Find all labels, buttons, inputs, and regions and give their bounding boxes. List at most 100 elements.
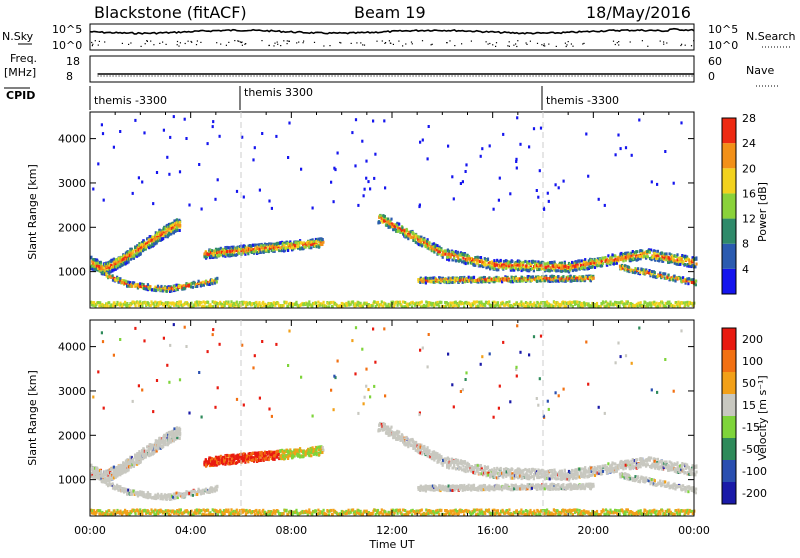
power-cell: [226, 250, 228, 253]
power-cell: [315, 302, 317, 305]
nsearch-point: [277, 42, 278, 43]
nsearch-point: [150, 41, 151, 42]
power-cell: [637, 267, 639, 270]
velocity-cell: [220, 455, 222, 458]
velocity-cell: [128, 469, 130, 472]
power-cell: [448, 259, 450, 262]
power-cell: [672, 279, 674, 282]
nsearch-point: [526, 42, 527, 43]
power-cell: [661, 275, 663, 278]
power-cell: [141, 305, 143, 308]
nsearch-point: [283, 40, 284, 41]
power-cell: [591, 265, 593, 268]
nsearch-point: [273, 45, 274, 46]
power-cell: [179, 170, 181, 173]
power-cell: [596, 259, 598, 262]
power-cell: [557, 269, 559, 272]
power-cell: [460, 182, 462, 185]
nsearch-point: [618, 44, 619, 45]
nsearch-point: [393, 44, 394, 45]
power-cell: [252, 158, 254, 161]
power-cell: [515, 158, 517, 161]
nsearch-tick-high: 10^5: [708, 23, 738, 36]
power-cell: [447, 145, 449, 148]
power-cell: [219, 135, 221, 138]
nsearch-point: [411, 42, 412, 43]
power-cell: [438, 305, 440, 308]
power-cell: [674, 280, 676, 283]
velocity-cell: [254, 452, 256, 455]
nsearch-point: [412, 43, 413, 44]
power-cell: [410, 236, 412, 239]
nsearch-point: [517, 40, 518, 41]
power-cell: [547, 192, 549, 195]
velocity-cell: [105, 473, 107, 476]
power-cell: [316, 245, 318, 248]
power-cell: [533, 127, 535, 130]
velocity-cell: [179, 429, 181, 432]
power-cell: [152, 202, 154, 205]
power-cell: [401, 226, 403, 229]
nsearch-point: [544, 43, 545, 44]
power-cell: [203, 284, 205, 287]
power-cell: [105, 272, 107, 275]
power-cell: [192, 286, 194, 289]
power-cell: [134, 119, 136, 122]
power-cell: [294, 244, 296, 247]
nsearch-point: [104, 41, 105, 42]
nsearch-point: [663, 41, 664, 42]
nsearch-point: [660, 41, 661, 42]
power-cell: [680, 277, 682, 280]
power-cell: [256, 247, 258, 250]
power-cell: [639, 255, 641, 258]
velocity-cell: [297, 453, 299, 456]
power-cell: [563, 180, 565, 183]
power-cell: [377, 301, 379, 304]
power-cell: [184, 118, 186, 121]
power-cell: [436, 244, 438, 247]
power-cell: [576, 260, 578, 263]
power-cell: [180, 300, 182, 303]
power-cell: [634, 271, 636, 274]
power-cell: [511, 260, 513, 263]
power-cell: [168, 173, 170, 176]
nsky-trace: [90, 29, 694, 47]
power-cell: [455, 259, 457, 262]
nsearch-point: [128, 44, 129, 45]
power-cell: [275, 135, 277, 138]
nsearch-point: [449, 40, 450, 41]
power-cell: [415, 241, 417, 244]
power-cell: [654, 252, 656, 255]
velocity-cell: [255, 458, 257, 461]
power-cell: [428, 241, 430, 244]
power-cell: [503, 260, 505, 263]
power-cell: [549, 269, 551, 272]
power-cell: [544, 279, 546, 282]
nsearch-point: [92, 45, 93, 46]
nsearch-point: [287, 40, 288, 41]
power-cell: [531, 279, 533, 282]
power-cell: [572, 269, 574, 272]
power-cell: [211, 279, 213, 282]
power-cell: [135, 304, 137, 307]
velocity-cell: [178, 432, 180, 435]
power-cell: [571, 261, 573, 264]
nsky-line: [90, 29, 694, 34]
nsearch-point: [618, 41, 619, 42]
nsearch-point: [544, 45, 545, 46]
power-cell: [650, 305, 652, 308]
power-cell: [628, 266, 630, 269]
power-cell: [363, 194, 365, 197]
nsearch-point: [541, 44, 542, 45]
power-cell: [539, 261, 541, 264]
power-cell: [138, 244, 140, 247]
power-cell: [594, 266, 596, 269]
power-cell: [617, 134, 619, 137]
nsearch-point: [216, 42, 217, 43]
power-cell: [192, 282, 194, 285]
power-cell: [489, 144, 491, 147]
power-cell: [173, 219, 175, 222]
nsearch-point: [647, 46, 648, 47]
power-cell: [162, 290, 164, 293]
